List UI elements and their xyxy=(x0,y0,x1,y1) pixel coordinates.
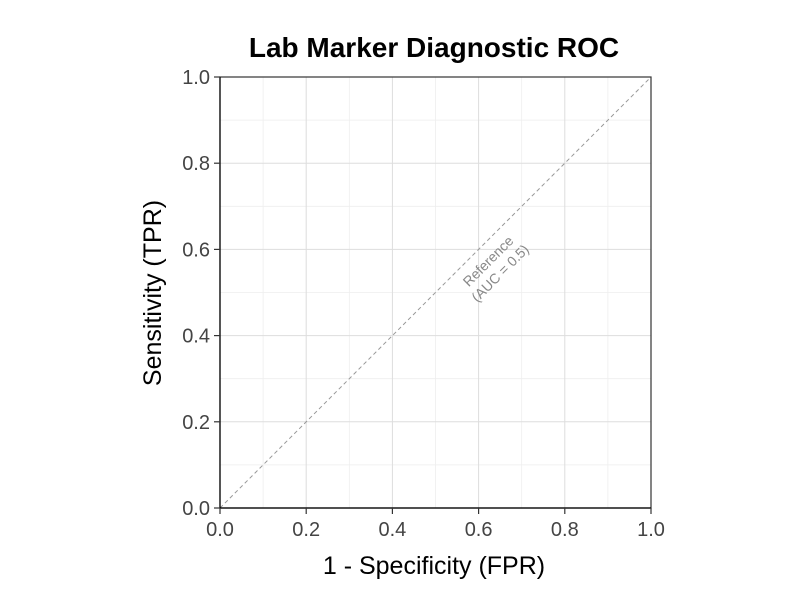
y-tick-label: 0.4 xyxy=(182,326,210,348)
x-axis-title: 1 - Specificity (FPR) xyxy=(323,552,545,580)
x-tick-label: 0.4 xyxy=(378,519,406,541)
y-tick-label: 1.0 xyxy=(182,67,210,89)
reference-line xyxy=(219,76,652,509)
chart-title: Lab Marker Diagnostic ROC xyxy=(249,32,619,63)
x-tick-label: 0.6 xyxy=(465,519,493,541)
y-axis-title: Sensitivity (TPR) xyxy=(139,200,167,386)
x-tick-label: 1.0 xyxy=(637,519,665,541)
y-tick-label: 0.0 xyxy=(182,498,210,520)
x-tick-label: 0.8 xyxy=(551,519,579,541)
series-layer xyxy=(219,76,652,509)
y-tick-label: 0.6 xyxy=(182,239,210,261)
x-tick-label: 0.0 xyxy=(206,519,234,541)
x-tick-label: 0.2 xyxy=(292,519,320,541)
y-tick-label: 0.8 xyxy=(182,153,210,175)
axes: 0.0 0.2 0.4 0.6 0.8 1.0 0.0 0.2 0.4 0.6 0.8 1.0 xyxy=(182,67,665,541)
y-tick-label: 0.2 xyxy=(182,412,210,434)
